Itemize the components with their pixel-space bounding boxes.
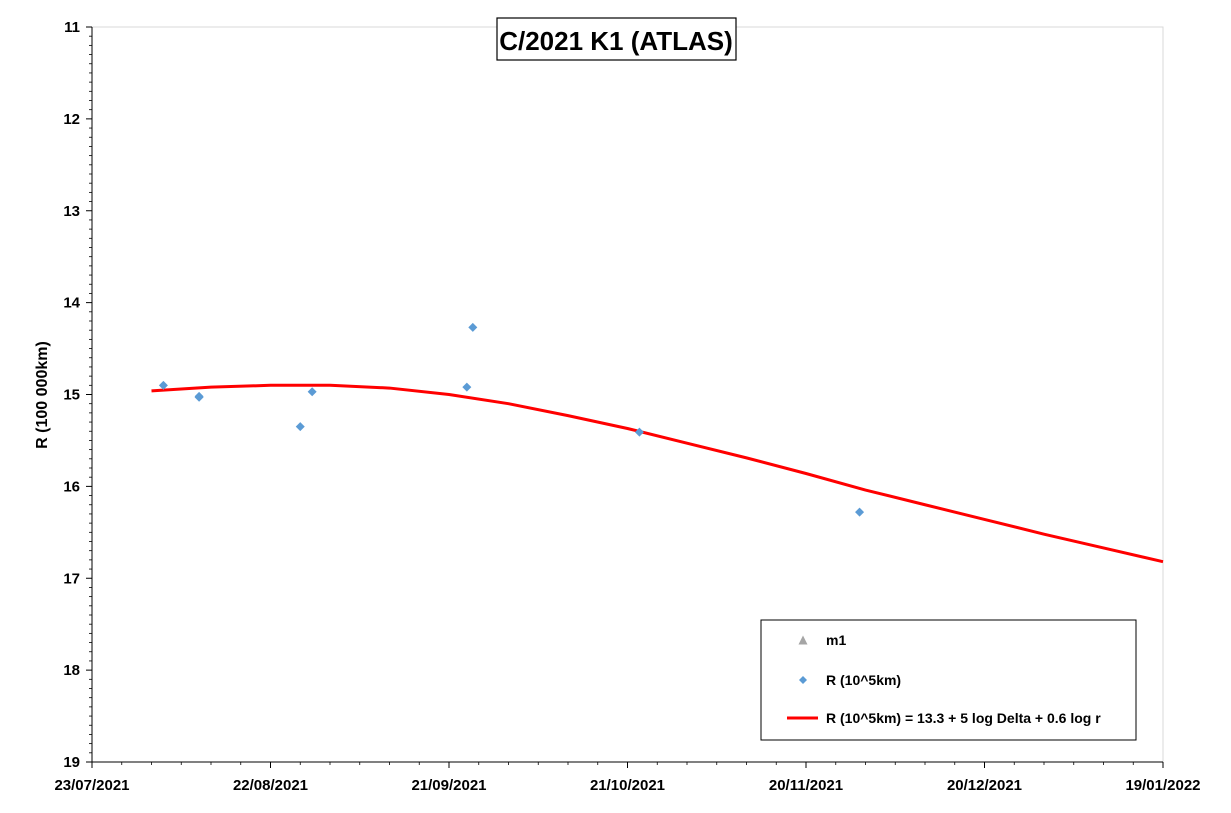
chart-title-frame (496, 17, 737, 61)
legend-label: m1 (826, 632, 846, 648)
legend: m1 R (10^5km) R (10^5km) = 13.3 + 5 log De… (760, 619, 1137, 741)
legend-frame (760, 619, 1137, 741)
data-point (634, 427, 644, 437)
chart-title: C/2021 K1 (ATLAS) (499, 26, 733, 56)
y-tick-label: 11 (64, 19, 80, 36)
y-tick-label: 16 (63, 478, 80, 495)
data-point (158, 380, 168, 390)
y-tick-label: 13 (63, 203, 80, 220)
legend-label: R (10^5km) = 13.3 + 5 log Delta + 0.6 lo… (826, 710, 1101, 726)
series-layer (151, 322, 1164, 564)
y-tick-label: 19 (63, 754, 80, 771)
fit-curve-line (151, 383, 1164, 564)
x-tick-label: 21/10/2021 (590, 777, 665, 794)
y-axis: 11 12 13 14 15 16 17 18 19 (63, 19, 93, 771)
x-axis: 23/07/2021 22/08/2021 21/09/2021 21/10/2021… (54, 761, 1201, 794)
chart-title-box: C/2021 K1 (ATLAS) (496, 17, 737, 61)
data-point (307, 387, 317, 397)
y-tick-label: 14 (63, 295, 80, 312)
x-tick-label: 22/08/2021 (233, 777, 308, 794)
data-point (855, 507, 865, 517)
data-point (194, 391, 204, 401)
x-tick-label: 20/12/2021 (947, 777, 1022, 794)
data-point (295, 422, 305, 432)
legend-swatch-diamond (799, 676, 807, 684)
y-axis-title: R (100 000km) (34, 341, 51, 449)
legend-items: m1 R (10^5km) R (10^5km) = 13.3 + 5 log De… (787, 632, 1101, 726)
x-tick-label: 23/07/2021 (54, 777, 129, 794)
x-tick-label: 20/11/2021 (769, 777, 843, 794)
legend-swatch-triangle (798, 635, 808, 645)
y-tick-label: 18 (63, 662, 80, 679)
y-tick-label: 17 (63, 570, 80, 587)
legend-label: R (10^5km) (826, 672, 901, 688)
data-point (468, 322, 478, 332)
y-tick-label: 15 (63, 387, 80, 404)
data-point (462, 382, 472, 392)
x-tick-label: 21/09/2021 (411, 777, 486, 794)
x-tick-label: 19/01/2022 (1125, 777, 1200, 794)
y-tick-label: 12 (63, 111, 80, 128)
